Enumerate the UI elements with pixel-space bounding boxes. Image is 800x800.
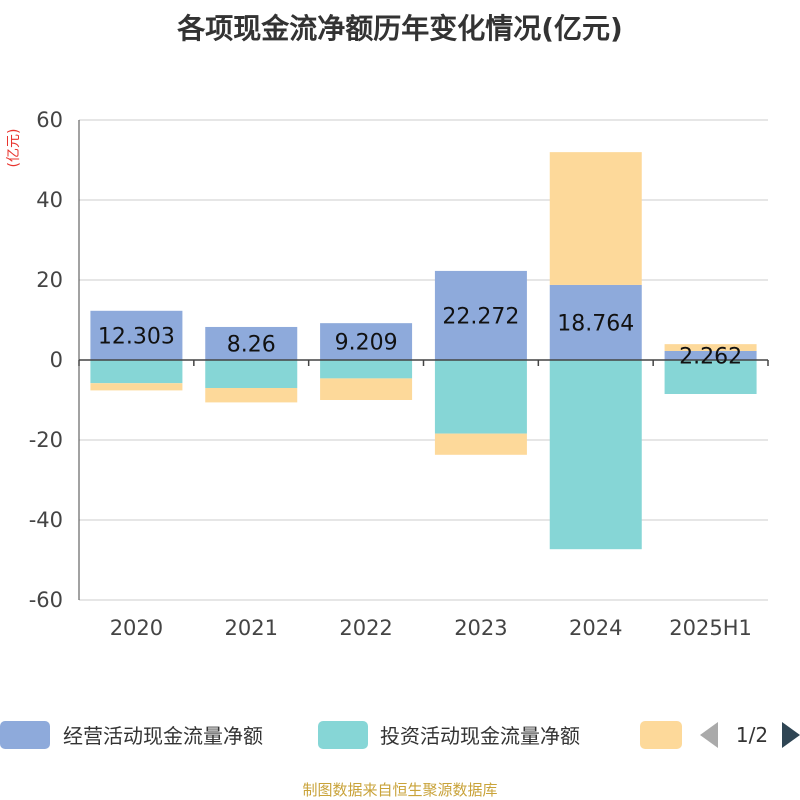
bar-2-2025H1 — [664, 344, 757, 351]
axes: 60 40 20 0 -20 -40 -60 2020 2021 2022 2023 2024 2025… — [29, 108, 769, 640]
bar-1-2023 — [434, 360, 527, 434]
y-tick-label: -20 — [29, 428, 63, 452]
bar-2-2024 — [549, 152, 642, 285]
data-label: 12.303 — [98, 324, 175, 349]
data-label: 22.272 — [442, 304, 519, 329]
data-labels: 12.303 8.26 9.209 22.272 18.764 2.262 — [98, 304, 742, 369]
y-tick-label: 60 — [36, 108, 63, 132]
x-tick-label: 2023 — [454, 616, 507, 640]
bar-0-2020 — [90, 310, 183, 360]
bar-2-2022 — [320, 378, 413, 400]
legend-label-0: 经营活动现金流量净额 — [63, 724, 263, 748]
pager-next-icon[interactable] — [782, 722, 800, 748]
bar-1-2024 — [549, 360, 642, 550]
data-label: 9.209 — [335, 331, 398, 356]
pager-prev-icon[interactable] — [700, 722, 718, 748]
bars — [90, 152, 757, 550]
legend-pager: 1/2 — [700, 722, 800, 748]
legend-label-1: 投资活动现金流量净额 — [380, 724, 580, 748]
x-tick-label: 2021 — [225, 616, 278, 640]
bar-2-2023 — [434, 433, 527, 455]
y-tick-label: -60 — [29, 588, 63, 612]
data-label: 2.262 — [679, 344, 742, 369]
bar-0-2021 — [205, 326, 298, 360]
x-tick-label: 2020 — [110, 616, 163, 640]
legend-swatch-1 — [318, 721, 368, 749]
bar-1-2021 — [205, 360, 298, 388]
bar-2-2020 — [90, 383, 183, 391]
bar-2-2021 — [205, 388, 298, 403]
x-tick-label: 2024 — [569, 616, 622, 640]
y-axis-unit: (亿元) — [6, 129, 22, 168]
legend-swatch-0 — [0, 721, 50, 749]
pager-text: 1/2 — [736, 723, 768, 747]
y-tick-label: 20 — [36, 268, 63, 292]
y-tick-label: 0 — [50, 348, 63, 372]
legend: 经营活动现金流量净额 投资活动现金流量净额 — [0, 721, 682, 749]
y-tick-label: 40 — [36, 188, 63, 212]
bar-1-2025H1 — [664, 360, 757, 394]
bar-0-2022 — [320, 323, 413, 360]
bar-1-2020 — [90, 360, 183, 384]
grid-lines — [79, 119, 768, 601]
chart-title: 各项现金流净额历年变化情况(亿元) — [176, 12, 623, 45]
bar-0-2025H1 — [664, 350, 757, 360]
data-label: 18.764 — [557, 311, 634, 336]
data-label: 8.26 — [227, 332, 276, 357]
legend-swatch-2 — [640, 721, 682, 749]
bar-1-2022 — [320, 360, 413, 379]
bar-0-2024 — [549, 284, 642, 360]
bar-0-2023 — [434, 270, 527, 360]
x-tick-label: 2022 — [339, 616, 392, 640]
x-tick-label: 2025H1 — [669, 616, 752, 640]
data-source: 制图数据来自恒生聚源数据库 — [302, 781, 497, 799]
y-tick-label: -40 — [29, 508, 63, 532]
